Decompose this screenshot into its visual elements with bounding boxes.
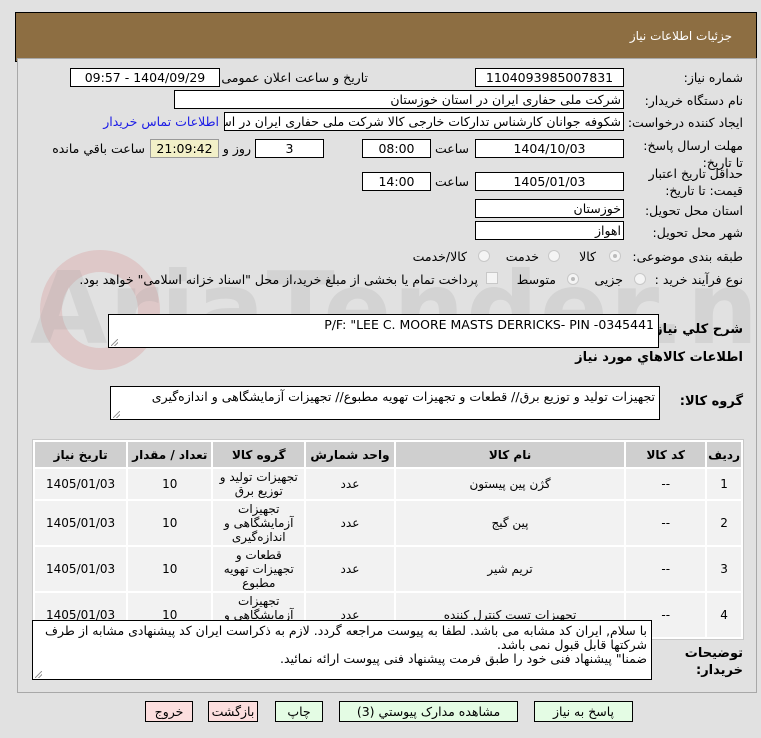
col-row: ردیف [707,442,741,467]
process-radio-minor[interactable] [634,273,646,285]
description-text: P/F: "LEE C. MOORE MASTS DERRICKS- PIN -… [324,317,654,332]
cell-item-group: تجهیزات تولید و توزیع برق [213,469,305,499]
creator-field[interactable]: شکوفه جوانان کارشناس تدارکات خارجی کالا … [224,112,624,131]
cell-row-number: 1 [707,469,741,499]
remaining-label: ساعت باقي مانده [52,141,145,156]
cell-need-date: 1405/01/03 [35,469,127,499]
province-field[interactable]: خوزستان [475,199,624,218]
category-radio-goods[interactable] [609,250,621,262]
validity-time-field[interactable]: 14:00 [362,172,431,191]
cell-unit: عدد [306,501,394,545]
process-radio-medium[interactable] [567,273,579,285]
description-label: شرح کلي نیاز: [649,322,743,337]
goods-heading: اطلاعات کالاهاي مورد نیاز [575,350,743,365]
announce-label: تاریخ و ساعت اعلان عمومی: [217,70,368,85]
cell-row-number: 4 [707,593,741,637]
col-code: کد کالا [626,442,706,467]
cell-row-number: 2 [707,501,741,545]
category-label: طبقه بندی موضوعی: [632,249,743,264]
reply-button[interactable]: پاسخ به نیاز [534,701,633,722]
buyer-contact-link[interactable]: اطلاعات تماس خریدار [103,114,219,129]
cell-item-group: تجهیزات آزمایشگاهی و اندازه‌گیری [213,501,305,545]
page-title: جزئیات اطلاعات نیاز [629,29,732,43]
cell-item-code: -- [626,547,706,591]
goods-table: ردیف کد کالا نام کالا واحد شمارش گروه کا… [32,439,744,640]
category-option-goods-service: کالا/خدمت [412,249,467,264]
col-qty: تعداد / مقدار [128,442,212,467]
cell-item-code: -- [626,469,706,499]
notes-label: توضیحات خریدار: [684,646,743,678]
cell-need-date: 1405/01/03 [35,501,127,545]
cell-item-name: پین گیج [395,501,625,545]
cell-quantity: 10 [128,547,212,591]
cell-unit: عدد [306,469,394,499]
announce-field[interactable]: 1404/09/29 - 09:57 [70,68,220,87]
validity-time-label: ساعت [434,174,469,189]
validity-label: حداقل تاریخ اعتبار قیمت: تا تاریخ: [648,166,743,198]
group-label: گروه کالا: [679,394,743,409]
buyer-org-field[interactable]: شرکت ملی حفاری ایران در استان خوزستان [174,90,624,109]
remaining-time: 21:09:42 [150,139,219,158]
description-field[interactable]: P/F: "LEE C. MOORE MASTS DERRICKS- PIN -… [108,314,659,348]
group-field[interactable]: تجهیزات تولید و توزیع برق// قطعات و تجهی… [110,386,660,420]
table-header-row: ردیف کد کالا نام کالا واحد شمارش گروه کا… [35,442,741,467]
notes-line: ضمنا" پیشنهاد فنی خود را طبق فرمت پیشنها… [280,651,647,666]
page-header: جزئیات اطلاعات نیاز [15,12,757,62]
deadline-time-field[interactable]: 08:00 [362,139,431,158]
col-unit: واحد شمارش [306,442,394,467]
days-field[interactable]: 3 [255,139,324,158]
category-option-goods: کالا [579,249,596,264]
print-button[interactable]: چاپ [275,701,323,722]
category-radio-goods-service[interactable] [478,250,490,262]
resize-grip[interactable] [113,411,120,418]
cell-item-group: قطعات و تجهیزات تهویه مطبوع [213,547,305,591]
process-option-minor: جزیی [594,272,623,287]
resize-grip[interactable] [111,339,118,346]
table-row: 2 -- پین گیج عدد تجهیزات آزمایشگاهی و اندازه… [35,501,741,545]
city-field[interactable]: اهواز [475,221,624,240]
notes-field[interactable]: با سلام, ایران کد مشابه می باشد. لطفا به… [32,620,652,680]
exit-button[interactable]: خروج [145,701,193,722]
view-attachments-button[interactable]: مشاهده مدارک پیوستي (3) [339,701,518,722]
cell-row-number: 3 [707,547,741,591]
cell-item-name: تریم شیر [395,547,625,591]
group-text: تجهیزات تولید و توزیع برق// قطعات و تجهی… [151,389,655,404]
buyer-org-label: نام دستگاه خریدار: [644,93,743,108]
need-number-field[interactable]: 1104093985007831 [475,68,624,87]
need-number-label: شماره نیاز: [683,70,743,85]
table-row: 1 -- گژن پین پیستون عدد تجهیزات تولید و توزی… [35,469,741,499]
cell-item-name: گژن پین پیستون [395,469,625,499]
validity-date-field[interactable]: 1405/01/03 [475,172,624,191]
back-button[interactable]: بازگشت [208,701,258,722]
notes-line: با سلام, ایران کد مشابه می باشد. لطفا به… [45,623,647,652]
table-row: 3 -- تریم شیر عدد قطعات و تجهیزات تهویه مطبو… [35,547,741,591]
cell-need-date: 1405/01/03 [35,547,127,591]
category-radio-service[interactable] [548,250,560,262]
deadline-time-label: ساعت [434,141,469,156]
creator-label: ایجاد کننده درخواست: [627,115,743,130]
deadline-label: مهلت ارسال پاسخ: تا تاریخ: [643,138,743,170]
cell-quantity: 10 [128,469,212,499]
province-label: استان محل تحویل: [644,203,743,218]
process-option-medium: متوسط [516,272,556,287]
days-label: روز و [222,141,251,156]
payment-note: پرداخت تمام یا بخشی از مبلغ خرید،از محل … [79,272,478,287]
resize-grip[interactable] [35,671,42,678]
deadline-date-field[interactable]: 1404/10/03 [475,139,624,158]
col-name: نام کالا [395,442,625,467]
city-label: شهر محل تحویل: [652,225,743,240]
category-option-service: خدمت [505,249,539,264]
cell-item-code: -- [626,501,706,545]
process-label: نوع فرآیند خرید : [654,272,743,287]
payment-checkbox[interactable] [486,272,498,284]
col-date: تاریخ نیاز [35,442,127,467]
col-group: گروه کالا [213,442,305,467]
cell-quantity: 10 [128,501,212,545]
cell-unit: عدد [306,547,394,591]
